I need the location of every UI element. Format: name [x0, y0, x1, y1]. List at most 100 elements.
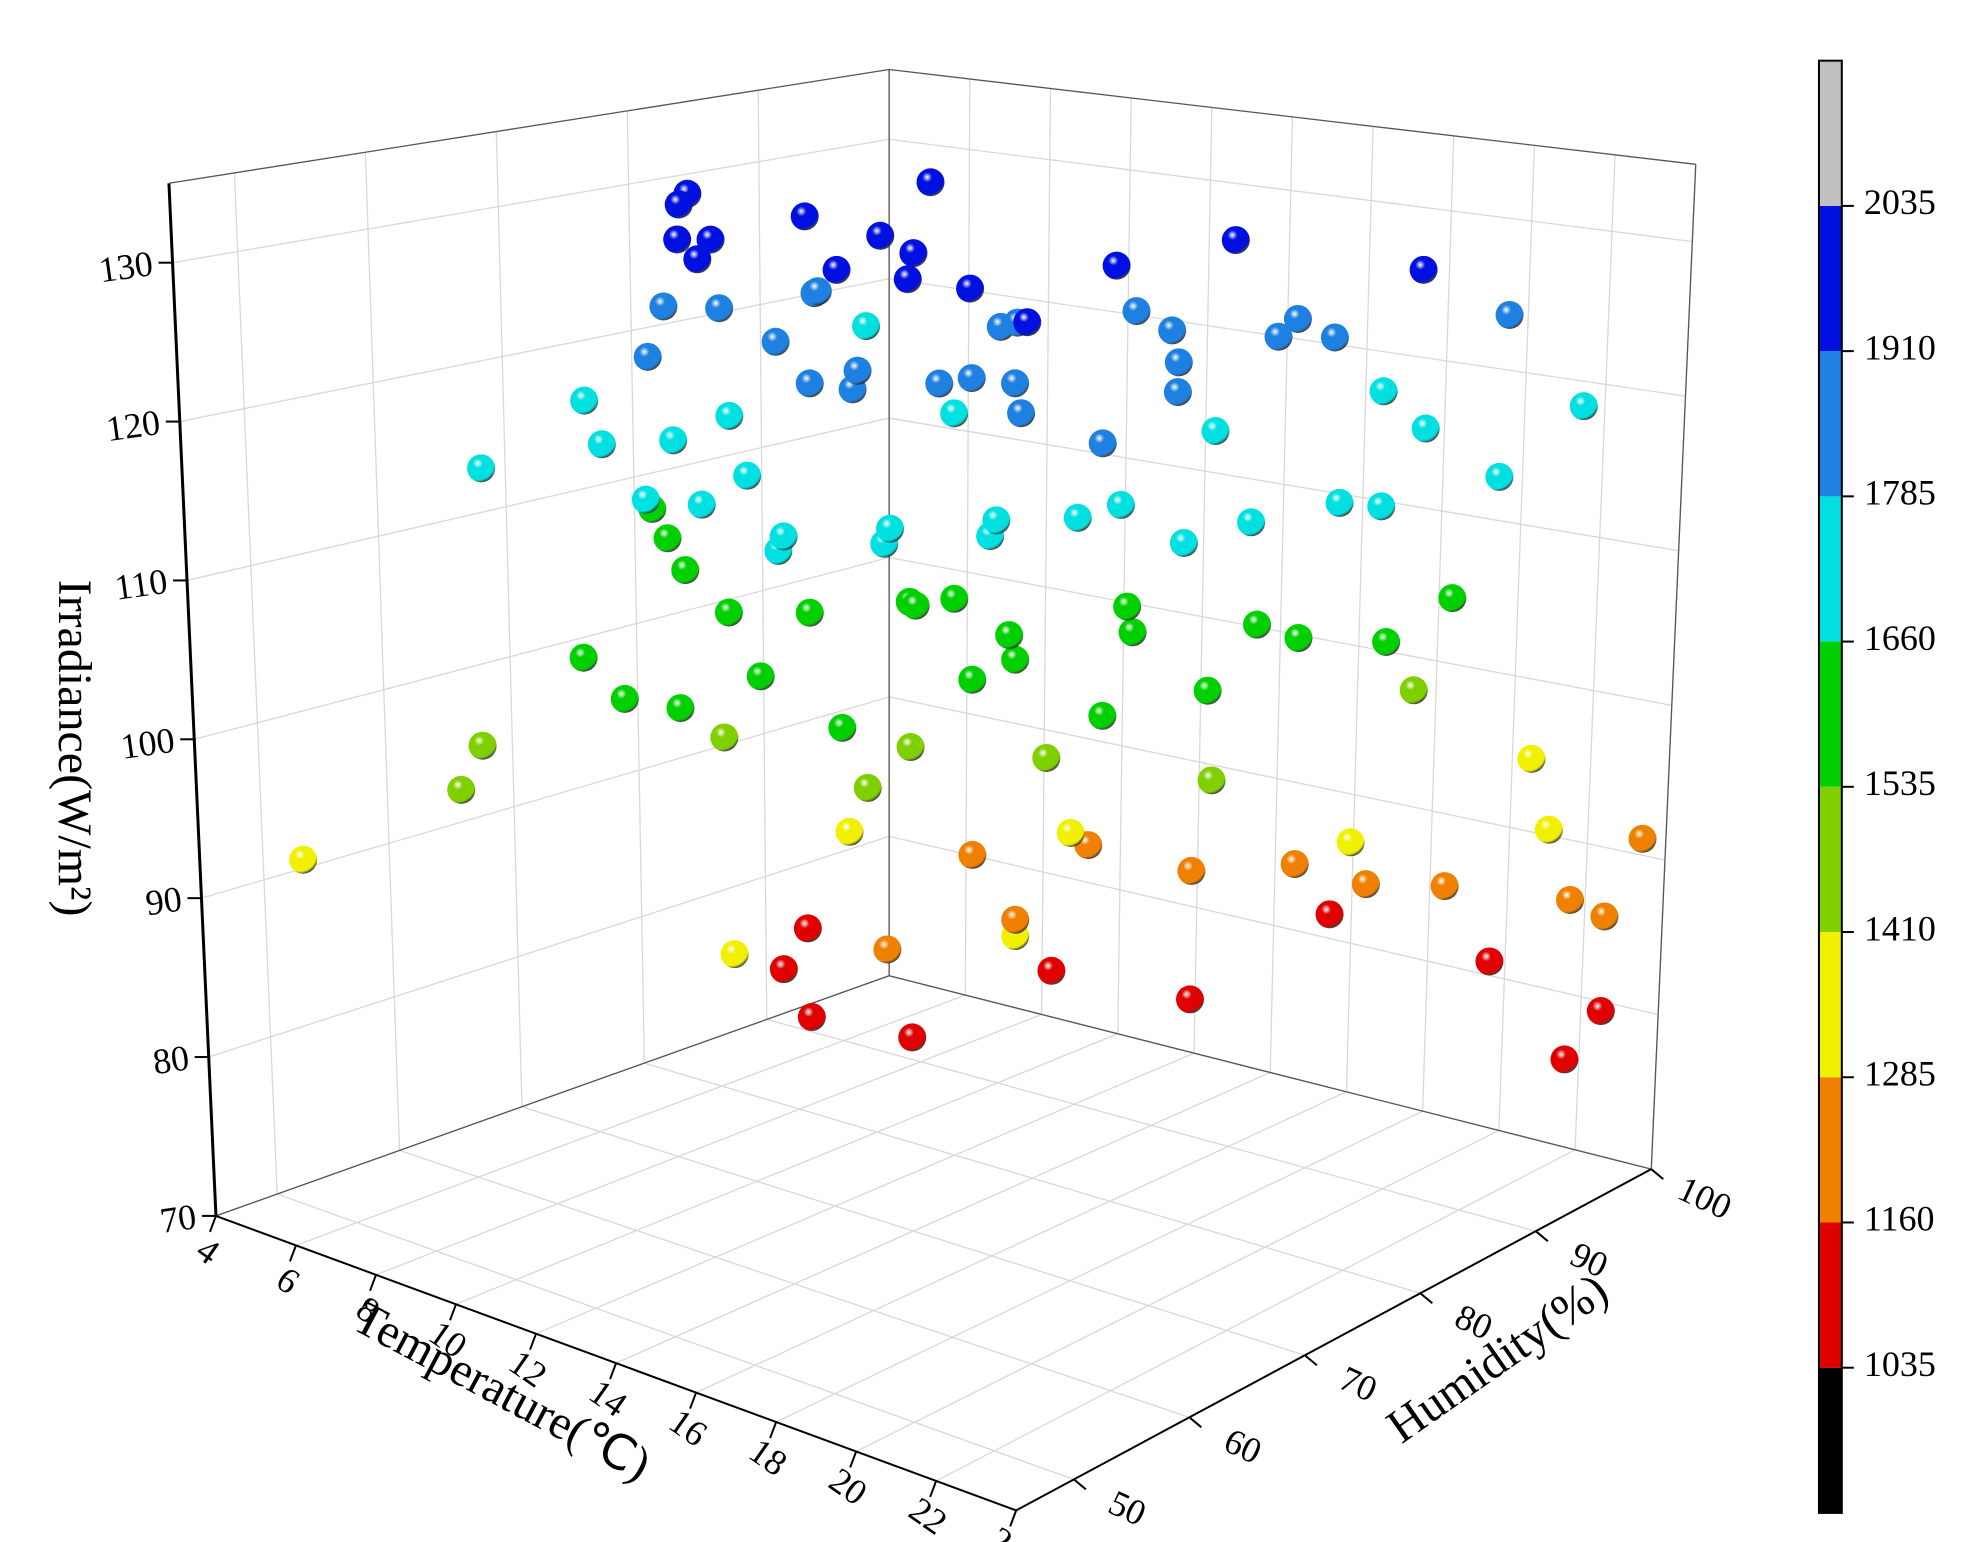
tick-mark: [209, 1215, 217, 1233]
point: [925, 369, 954, 398]
tick-mark: [529, 1333, 537, 1351]
grid-line: [626, 110, 645, 1064]
tick-mark: [1650, 1168, 1664, 1180]
point: [876, 514, 905, 543]
grid-line: [757, 90, 768, 1020]
x-tick-label: 18: [742, 1430, 794, 1483]
point: [795, 369, 824, 398]
point: [569, 643, 598, 672]
z-tick-label: 130: [96, 243, 155, 290]
point: [957, 364, 986, 393]
point: [683, 245, 712, 274]
z-axis-line: [167, 183, 218, 1216]
point: [653, 524, 682, 553]
point: [1369, 377, 1398, 406]
point: [1164, 348, 1193, 377]
grid-line: [775, 1110, 1423, 1423]
point: [714, 598, 743, 627]
point: [852, 312, 881, 341]
point: [1013, 308, 1042, 337]
point: [705, 294, 734, 323]
z-tick-label: 110: [112, 561, 170, 608]
tick-mark: [849, 1451, 858, 1468]
point: [896, 733, 925, 762]
colorbar-segment: [1818, 496, 1842, 642]
point: [1534, 815, 1563, 844]
point: [803, 277, 832, 306]
colorbar-tick-label: 1660: [1864, 618, 1936, 658]
point: [866, 221, 895, 250]
y-tick-label: 100: [1672, 1168, 1738, 1227]
point: [467, 454, 496, 483]
point: [1106, 490, 1135, 519]
point: [1284, 624, 1313, 653]
point: [1325, 488, 1354, 517]
point: [447, 775, 476, 804]
point: [1495, 300, 1524, 329]
point: [769, 955, 798, 984]
point: [1201, 417, 1230, 446]
x-tick-label: 20: [822, 1460, 874, 1513]
point: [822, 255, 851, 284]
colorbar-tick-label: 1910: [1864, 327, 1936, 367]
z-tick-label: 120: [104, 402, 163, 449]
point: [1158, 316, 1187, 345]
walls: 7080901001101201304681012141618202224506…: [96, 68, 1738, 1542]
y-tick-label: 50: [1103, 1482, 1153, 1533]
point: [1550, 1045, 1579, 1074]
point: [761, 327, 790, 356]
point: [687, 490, 716, 519]
colorbar-tick-label: 1035: [1864, 1344, 1936, 1384]
grid-line: [1498, 145, 1536, 1131]
point: [1517, 744, 1546, 773]
point: [666, 694, 695, 723]
point: [795, 598, 824, 627]
point: [790, 202, 819, 231]
tick-mark: [1304, 1354, 1318, 1367]
point: [1409, 255, 1438, 284]
x-tick-label: 16: [662, 1401, 714, 1454]
grid-line: [1117, 97, 1132, 1034]
point: [710, 723, 739, 752]
point: [1001, 645, 1030, 674]
point: [1264, 322, 1293, 351]
points: [289, 168, 1657, 1074]
grid-line: [208, 835, 890, 1058]
point: [898, 1023, 927, 1052]
point: [1411, 414, 1440, 443]
point: [1122, 297, 1151, 326]
point: [1037, 956, 1066, 985]
grid-line: [615, 1071, 1271, 1364]
colorbar-segment: [1818, 1222, 1842, 1368]
colorbar-tick-label: 2035: [1864, 182, 1936, 222]
z-tick-label: 80: [150, 1037, 191, 1082]
grid-line: [194, 556, 890, 740]
colorbar-segment: [1818, 1077, 1842, 1223]
wall-edge: [168, 68, 890, 184]
point: [570, 386, 599, 415]
z-tick-label: 100: [118, 720, 177, 767]
wall-edge: [1650, 164, 1697, 1170]
point: [468, 731, 497, 760]
tick-mark: [1419, 1292, 1433, 1305]
point: [1056, 818, 1085, 847]
point: [843, 356, 872, 385]
point: [1283, 304, 1312, 333]
grid-line: [455, 1033, 1119, 1305]
point: [828, 713, 857, 742]
point: [1193, 676, 1222, 705]
grid-line: [364, 152, 401, 1151]
y-tick-label: 60: [1218, 1420, 1268, 1471]
grid-line: [1269, 116, 1294, 1073]
point: [610, 684, 639, 713]
wall-edge: [889, 68, 1696, 165]
x-tick-label: 6: [269, 1259, 307, 1302]
point: [659, 426, 688, 455]
colorbar-tick-label: 1535: [1864, 763, 1936, 803]
point: [1176, 985, 1205, 1014]
grid-line: [535, 1052, 1195, 1335]
point: [1336, 828, 1365, 857]
tick-mark: [449, 1303, 457, 1321]
colorbar-segment: [1818, 205, 1842, 352]
